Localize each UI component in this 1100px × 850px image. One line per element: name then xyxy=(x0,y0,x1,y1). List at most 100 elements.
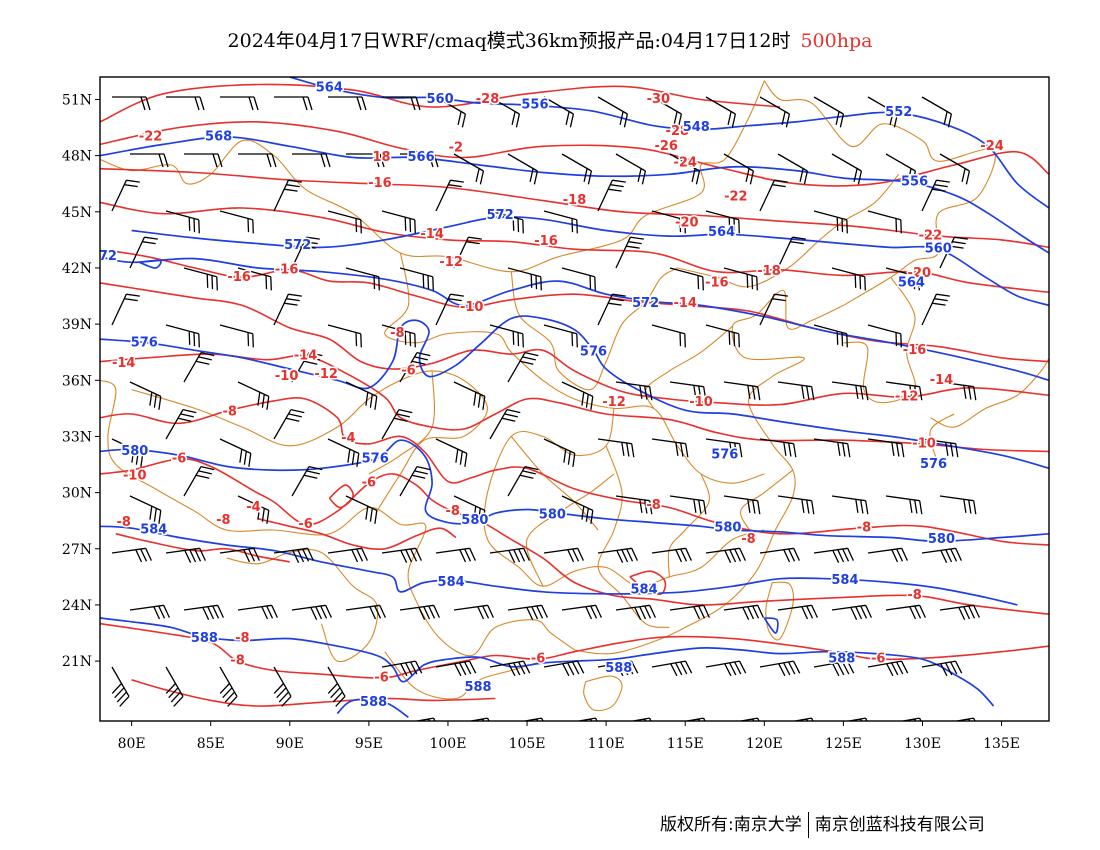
height-label: 584 xyxy=(140,523,167,538)
wind-barb xyxy=(651,324,686,348)
wind-barb xyxy=(561,267,596,291)
height-labels: 564 560 556 548 552 568 566 556 572 572 564 560 72 56… xyxy=(100,79,957,711)
temperature-label: -10 xyxy=(689,395,713,410)
temperature-label: -16 xyxy=(227,270,251,285)
wind-barb xyxy=(705,438,743,458)
wind-barb xyxy=(165,210,200,234)
wind-barb xyxy=(507,351,539,383)
wind-barb xyxy=(166,96,205,111)
wind-barb xyxy=(939,604,980,620)
map-plot-area: -22-28 -30-28-26-24-24-218-16-18 -22-20-22… xyxy=(100,77,1049,763)
wind-barb xyxy=(777,604,818,620)
wind-barb xyxy=(777,153,809,185)
wind-barb xyxy=(453,604,494,620)
wind-barb xyxy=(813,96,845,128)
boundary-line xyxy=(368,370,435,475)
isotherm-line xyxy=(131,679,496,707)
lat-label: 45N xyxy=(62,205,92,221)
wind-barb xyxy=(327,438,360,467)
temperature-label: -8 xyxy=(222,405,236,420)
wind-barb xyxy=(399,604,440,620)
wind-barb xyxy=(867,96,899,128)
temperature-label: -24 xyxy=(673,156,697,171)
height-label: 576 xyxy=(131,335,158,350)
temperature-label: -6 xyxy=(298,517,312,532)
lat-label: 33N xyxy=(62,429,92,445)
wind-barb xyxy=(921,660,963,677)
wind-barb xyxy=(219,547,260,563)
wind-barb xyxy=(723,381,761,401)
height-contour-line xyxy=(100,136,1049,254)
wind-barb xyxy=(885,267,920,291)
wind-barb xyxy=(129,381,162,410)
height-label: 564 xyxy=(708,225,735,240)
wind-barb xyxy=(615,604,656,620)
temperature-label: -6 xyxy=(374,670,388,685)
lon-label: 90E xyxy=(276,736,304,752)
map-frame xyxy=(99,76,1050,722)
wind-barb xyxy=(561,495,594,524)
height-label: 576 xyxy=(580,345,607,360)
lon-label: 120E xyxy=(746,736,783,752)
height-label: 560 xyxy=(426,92,453,107)
boundary-line xyxy=(677,173,900,288)
temperature-label: -10 xyxy=(460,300,484,315)
wind-barb xyxy=(292,153,331,168)
wind-barb xyxy=(597,293,626,326)
wind-barb xyxy=(507,153,539,185)
wind-barb xyxy=(219,438,252,467)
map-title-main: 2024年04月17日WRF/cmaq模式36km预报产品:04月17日12时 xyxy=(227,30,791,52)
temperature-label: -22 xyxy=(724,189,748,204)
pressure-level-label: 500hpa xyxy=(800,30,873,52)
wind-barb xyxy=(399,267,434,291)
temperature-label: -14 xyxy=(420,227,444,242)
wind-barb xyxy=(346,153,385,168)
copyright-footer: 版权所有:南京大学 南京创蓝科技有限公司 xyxy=(660,810,985,838)
height-label: 564 xyxy=(316,81,343,96)
temperature-label: -4 xyxy=(341,431,355,446)
height-label: 584 xyxy=(438,575,465,590)
wind-barb xyxy=(238,724,255,763)
temperature-label: -6 xyxy=(172,451,186,466)
wind-barb xyxy=(813,210,848,234)
wind-barb xyxy=(328,96,367,111)
copyright-owner: 版权所有:南京大学 xyxy=(660,815,802,835)
height-contour-line xyxy=(763,617,779,634)
geopotential-height-contours xyxy=(100,77,1049,719)
temperature-label: -10 xyxy=(123,468,147,483)
wind-barb xyxy=(723,495,761,515)
temperature-label: -18 xyxy=(563,193,587,208)
wind-barb xyxy=(561,604,602,620)
temperature-label: -8 xyxy=(235,631,249,646)
height-label: 560 xyxy=(925,242,952,257)
wind-barb xyxy=(130,153,169,168)
temperature-label: -30 xyxy=(647,92,671,107)
wind-barb xyxy=(291,236,320,269)
height-label: 576 xyxy=(362,451,389,466)
wind-barb xyxy=(219,324,254,348)
temperature-label: 18 xyxy=(372,150,390,165)
boundary-line xyxy=(510,436,599,531)
wind-barb xyxy=(453,153,485,185)
wind-barb xyxy=(381,547,422,563)
temperature-label: -20 xyxy=(675,216,699,231)
wind-barb xyxy=(759,179,788,212)
height-label: 548 xyxy=(683,120,710,135)
height-label: 580 xyxy=(928,532,955,547)
height-contour-line xyxy=(131,216,1049,307)
wind-barb xyxy=(885,604,926,620)
wind-barb xyxy=(111,179,140,212)
height-contour-line xyxy=(336,698,409,719)
temperature-label: -16 xyxy=(275,262,299,277)
wind-barb xyxy=(651,547,692,563)
wind-barb xyxy=(651,96,683,128)
wind-barb xyxy=(867,324,902,348)
height-contour-line xyxy=(100,255,1049,382)
wind-barb xyxy=(543,324,578,348)
wind-barb xyxy=(165,408,197,440)
temperature-label: -16 xyxy=(368,176,392,191)
lon-label: 115E xyxy=(667,736,704,752)
height-contour-line xyxy=(100,617,995,707)
temperature-label: -16 xyxy=(534,234,558,249)
wind-barb xyxy=(777,236,806,269)
